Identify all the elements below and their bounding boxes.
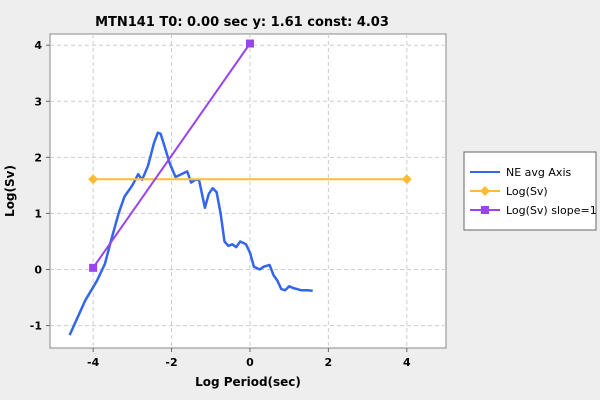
x-tick-label: -4 xyxy=(87,356,100,369)
legend-item: Log(Sv) slope=1 xyxy=(470,204,597,217)
x-axis-label: Log Period(sec) xyxy=(195,375,301,389)
y-tick-label: 2 xyxy=(34,151,42,164)
data-point xyxy=(88,174,99,185)
legend-marker xyxy=(480,186,490,196)
grid-lines xyxy=(50,34,446,348)
y-tick-label: 4 xyxy=(34,39,42,52)
y-tick-label: 1 xyxy=(34,207,42,220)
y-tick-label: 3 xyxy=(34,95,42,108)
axis-ticks: -4 -2 0 2 4 -1 0 1 2 3 4 xyxy=(30,39,411,369)
chart-title: MTN141 T0: 0.00 sec y: 1.61 const: 4.03 xyxy=(95,15,389,30)
data-point xyxy=(245,39,254,48)
legend-item: Log(Sv) xyxy=(470,185,548,198)
x-tick-label: 0 xyxy=(246,356,254,369)
legend-label: Log(Sv) xyxy=(506,185,548,198)
series-line xyxy=(92,42,251,269)
legend: NE avg Axis Log(Sv) Log(Sv) slope=1 xyxy=(463,151,597,231)
x-tick-label: 4 xyxy=(403,356,411,369)
x-tick-label: -2 xyxy=(165,356,177,369)
x-tick-label: 2 xyxy=(325,356,333,369)
series-0 xyxy=(68,131,313,336)
legend-items: NE avg Axis Log(Sv) Log(Sv) slope=1 xyxy=(470,166,597,217)
legend-item: NE avg Axis xyxy=(470,166,571,179)
series-1 xyxy=(88,174,412,185)
data-point xyxy=(89,263,98,272)
series-line xyxy=(68,131,313,336)
series-2 xyxy=(89,39,254,272)
y-tick-label: -1 xyxy=(30,320,42,333)
data-point xyxy=(401,174,412,185)
series-layer xyxy=(68,39,412,336)
legend-label: Log(Sv) slope=1 xyxy=(506,204,597,217)
legend-label: NE avg Axis xyxy=(506,166,571,179)
legend-marker xyxy=(481,206,489,214)
y-axis-label: Log(Sv) xyxy=(3,165,17,217)
plot-area xyxy=(49,33,447,349)
y-tick-label: 0 xyxy=(34,264,42,277)
